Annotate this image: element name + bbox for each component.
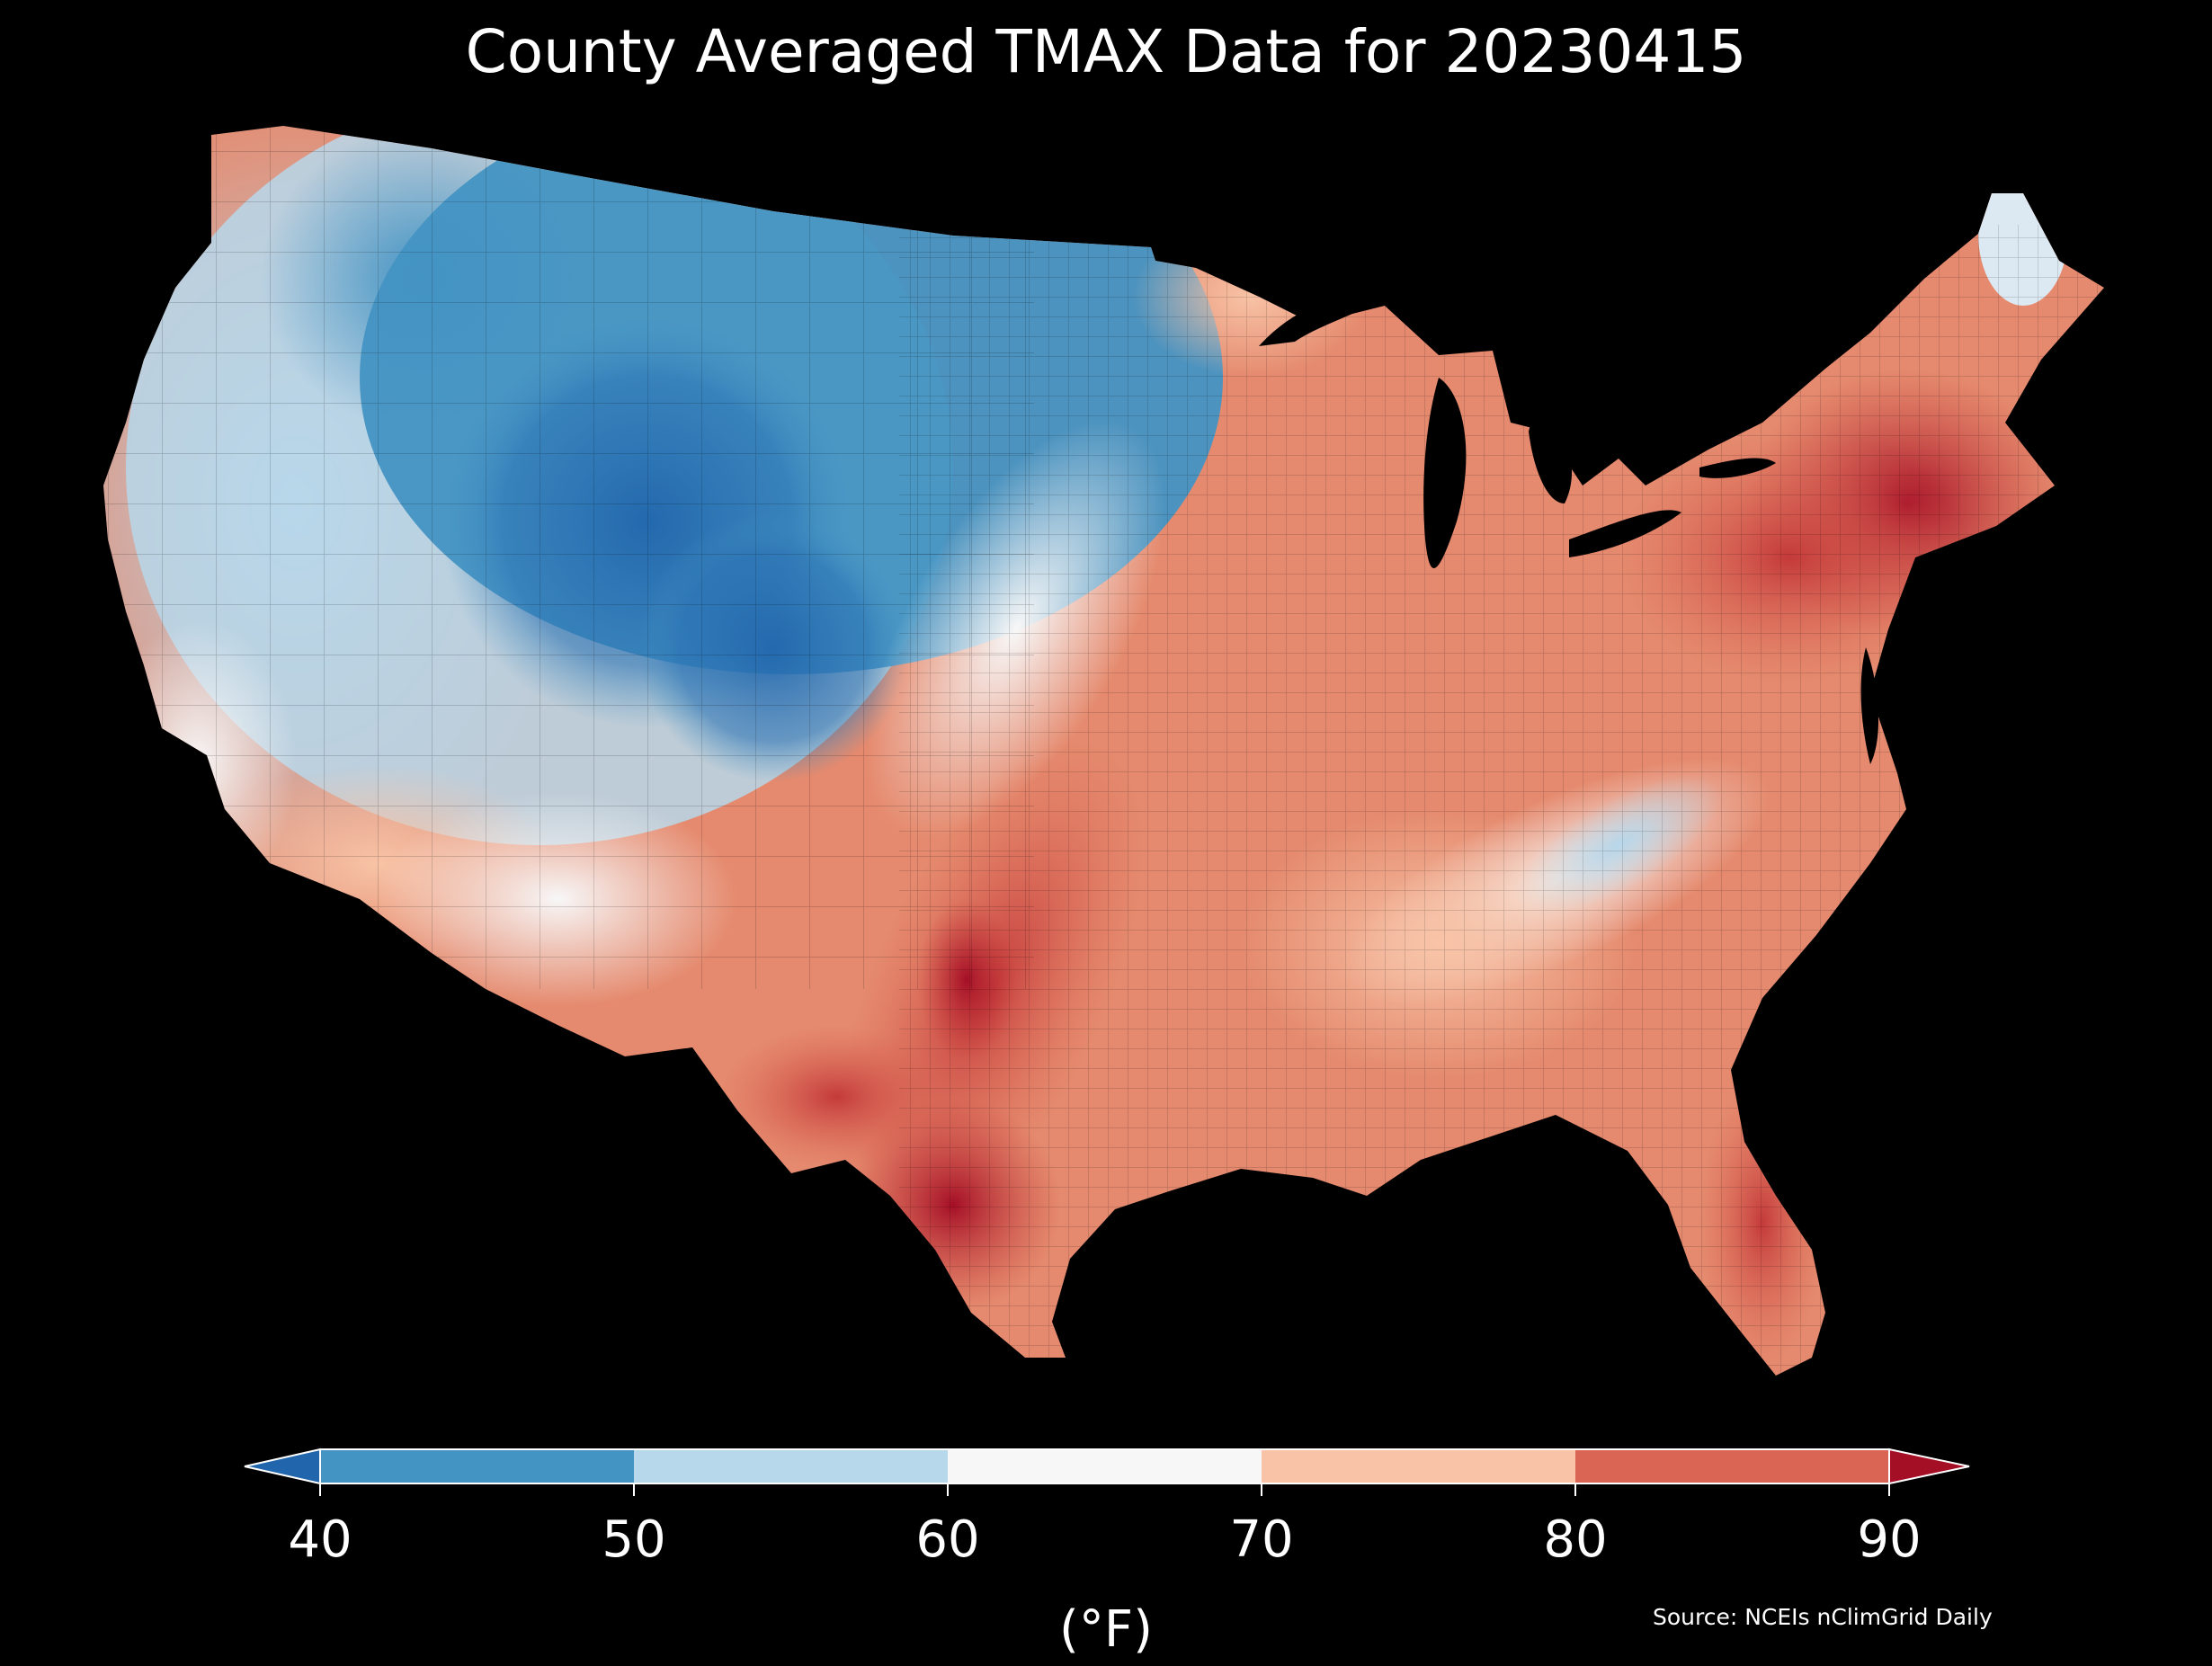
colorbar-bin-70-80 [1262, 1449, 1575, 1483]
lake-huron [1529, 396, 1573, 503]
colorbar-under-arrow [244, 1448, 321, 1485]
map-title: County Averaged TMAX Data for 20230415 [466, 17, 1747, 86]
colorbar-tick-marks [319, 1483, 1890, 1496]
colorbar-bin-80-90 [1575, 1449, 1889, 1483]
western-county-lines [103, 126, 1034, 989]
colorbar-bin-60-70 [948, 1449, 1262, 1483]
lake-erie [1569, 510, 1681, 557]
colorbar-tick-label-90: 90 [1857, 1510, 1922, 1569]
colorbar-over-arrow [1888, 1448, 1970, 1485]
eastern-county-lines [899, 225, 2104, 1376]
colorbar-tick-label-40: 40 [288, 1510, 352, 1569]
colorbar-tick-label-50: 50 [602, 1510, 666, 1569]
great-lakes [1259, 294, 1879, 764]
lake-superior [1259, 294, 1385, 346]
colorbar-frame [319, 1448, 1890, 1484]
colorbar-tick-label-60: 60 [915, 1510, 980, 1569]
lake-michigan [1423, 378, 1467, 569]
source-credit: Source: NCEIs nClimGrid Daily [1653, 1604, 1993, 1630]
colorbar-bin-50-60 [634, 1449, 948, 1483]
west-texas-warm-zone [719, 1025, 953, 1169]
colorbar-tick-label-80: 80 [1543, 1510, 1608, 1569]
colorbar-unit-label: (°F) [1059, 1600, 1153, 1659]
colorbar [244, 1448, 1970, 1496]
colorbar-bin-40-50 [320, 1449, 634, 1483]
chesapeake-bay [1860, 647, 1879, 764]
colorbar-tick-label-70: 70 [1229, 1510, 1294, 1569]
lake-ontario [1699, 458, 1776, 478]
